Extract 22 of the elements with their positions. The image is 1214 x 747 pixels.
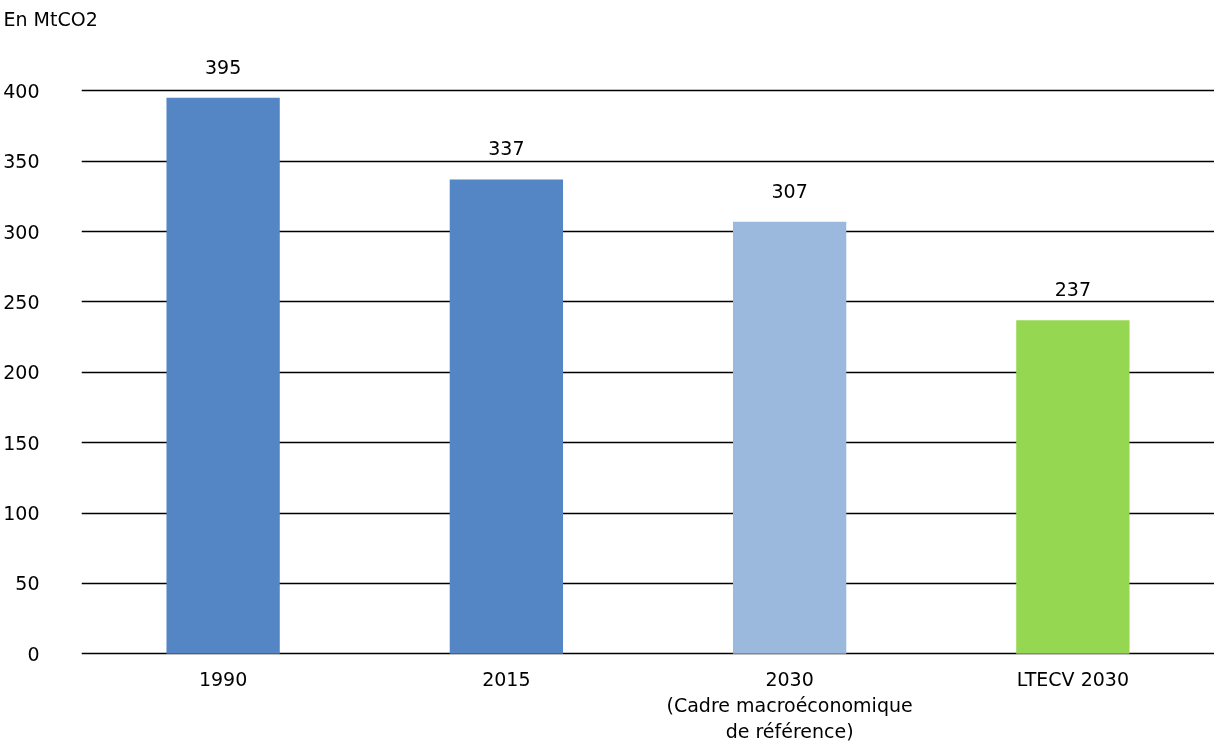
data-label: 307 bbox=[771, 179, 808, 202]
x-tick-label: 2015 bbox=[482, 667, 531, 690]
y-tick-label: 250 bbox=[3, 290, 40, 313]
y-tick-label: 0 bbox=[27, 642, 40, 665]
y-axis-title: En MtCO2 bbox=[3, 7, 98, 30]
y-tick-label: 350 bbox=[3, 150, 40, 173]
data-label: 395 bbox=[204, 55, 242, 78]
y-tick-label: 200 bbox=[3, 361, 40, 384]
data-label: 237 bbox=[1054, 278, 1092, 301]
bar bbox=[166, 97, 280, 654]
y-tick-label: 400 bbox=[3, 79, 40, 102]
y-tick-label: 100 bbox=[3, 502, 40, 525]
y-tick-label: 150 bbox=[3, 431, 40, 454]
bar bbox=[449, 179, 564, 654]
x-tick-label: 1990 bbox=[198, 667, 248, 690]
x-tick-label: 2030 (Cadre macroéconomique de référence) bbox=[666, 667, 913, 743]
x-tick-label: LTECV 2030 bbox=[1016, 667, 1130, 690]
data-label: 337 bbox=[488, 137, 525, 160]
bar bbox=[1016, 320, 1130, 654]
bar bbox=[732, 221, 847, 654]
y-tick-label: 300 bbox=[3, 220, 40, 243]
y-tick-label: 50 bbox=[15, 572, 40, 595]
